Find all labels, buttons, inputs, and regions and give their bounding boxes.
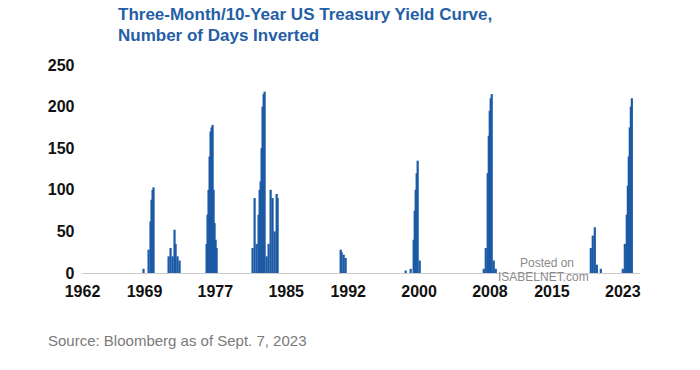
svg-text:1992: 1992 (330, 283, 366, 300)
html-text:ISABELNET.com: ISABELNET.com (498, 270, 589, 284)
svg-text:2015: 2015 (534, 283, 570, 300)
html-text:Three-Month/10-Year US Treasur: Three-Month/10-Year US Treasury Yield Cu… (118, 5, 493, 24)
svg-text:1985: 1985 (268, 283, 304, 300)
svg-text:200: 200 (48, 98, 75, 115)
svg-text:2008: 2008 (472, 283, 508, 300)
svg-text:150: 150 (48, 140, 75, 157)
svg-text:2000: 2000 (401, 283, 437, 300)
svg-text:50: 50 (57, 223, 75, 240)
svg-text:1977: 1977 (198, 283, 234, 300)
html-text:Posted on: Posted on (520, 256, 574, 270)
html-text:Number of Days Inverted: Number of Days Inverted (118, 26, 320, 45)
svg-text:100: 100 (48, 181, 75, 198)
svg-text:0: 0 (66, 265, 75, 282)
html-text:Source: Bloomberg as of Sept.: Source: Bloomberg as of Sept. 7, 2023 (48, 332, 307, 349)
svg-text:2023: 2023 (605, 283, 641, 300)
svg-text:250: 250 (48, 57, 75, 74)
svg-text:1962: 1962 (65, 283, 101, 300)
svg-text:1969: 1969 (127, 283, 163, 300)
